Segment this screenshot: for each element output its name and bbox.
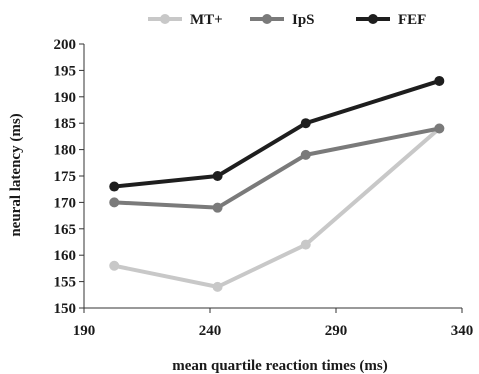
x-axis-ticks: 190 240 290 340 (73, 308, 474, 339)
data-point-ips (212, 202, 223, 213)
x-axis-label: mean quartile reaction times (ms) (172, 358, 388, 374)
y-tick-label: 155 (54, 275, 77, 291)
data-point-mt (109, 260, 120, 271)
x-tick-label: 190 (73, 323, 96, 339)
data-point-ips (109, 197, 120, 208)
data-point-fef (212, 171, 223, 181)
data-point-fef (434, 75, 445, 86)
data-point-fef (109, 181, 120, 192)
series-line-fef (114, 79, 440, 189)
legend-swatch-marker (368, 14, 378, 24)
legend-label: MT+ (190, 12, 223, 28)
legend-label: FEF (398, 12, 426, 28)
legend-label: IpS (292, 12, 315, 28)
y-axis-label: neural latency (ms) (8, 113, 24, 236)
y-tick-label: 180 (54, 143, 77, 159)
y-tick-label: 190 (54, 90, 77, 106)
y-axis-ticks: 150 155 160 165 170 175 180 185 190 195 200 (54, 37, 84, 317)
series-lines (109, 75, 445, 292)
legend-swatch-marker (160, 14, 170, 24)
y-tick-label: 160 (54, 248, 77, 264)
series-mt (109, 123, 445, 292)
y-tick-label: 175 (54, 169, 77, 185)
x-tick-label: 240 (199, 323, 222, 339)
data-point-ips (300, 149, 311, 160)
legend-swatch-marker (262, 14, 272, 24)
series-ips (109, 123, 445, 213)
y-tick-label: 150 (54, 301, 77, 317)
series-line-ips (114, 126, 440, 210)
x-tick-label: 290 (325, 323, 348, 339)
data-point-mt (212, 281, 223, 292)
series-line-mt (113, 126, 441, 289)
legend-item-ips: IpS (250, 12, 315, 28)
y-tick-label: 185 (54, 116, 77, 132)
series-fef (109, 75, 445, 192)
legend-item-mt: MT+ (148, 12, 223, 28)
data-point-fef (300, 118, 311, 129)
legend-item-fef: FEF (356, 12, 426, 28)
y-tick-label: 170 (54, 195, 77, 211)
x-tick-label: 340 (451, 323, 474, 339)
legend: MT+ IpS FEF (148, 12, 426, 28)
data-point-ips (434, 123, 445, 134)
y-tick-label: 200 (54, 37, 77, 53)
data-point-mt (300, 239, 311, 250)
y-tick-label: 195 (54, 63, 77, 79)
y-tick-label: 165 (54, 222, 77, 238)
